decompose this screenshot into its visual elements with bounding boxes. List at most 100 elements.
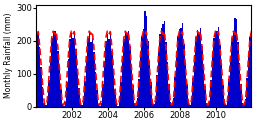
Bar xyxy=(169,102,170,107)
Bar xyxy=(154,97,155,107)
Bar xyxy=(91,38,93,107)
Bar xyxy=(52,31,54,107)
Bar xyxy=(111,51,112,107)
Bar xyxy=(75,49,76,107)
Bar xyxy=(239,84,241,107)
Bar xyxy=(123,39,124,107)
Y-axis label: Monthly Rainfall (mm): Monthly Rainfall (mm) xyxy=(4,13,13,98)
Bar xyxy=(208,101,209,107)
Bar xyxy=(199,28,200,107)
Bar xyxy=(48,80,49,107)
Bar xyxy=(81,105,82,107)
Bar xyxy=(70,33,72,107)
Bar xyxy=(42,87,43,107)
Bar xyxy=(127,31,129,107)
Bar xyxy=(245,78,247,107)
Bar xyxy=(39,47,40,107)
Bar xyxy=(207,105,208,107)
Bar xyxy=(78,88,79,107)
Bar xyxy=(197,33,199,107)
Bar xyxy=(221,85,223,107)
Bar xyxy=(88,32,90,107)
Bar xyxy=(247,55,248,107)
Bar xyxy=(148,61,150,107)
Bar xyxy=(151,102,153,107)
Bar xyxy=(55,36,57,107)
Bar xyxy=(205,103,207,107)
Bar xyxy=(233,18,235,107)
Bar xyxy=(157,52,158,107)
Bar xyxy=(121,59,123,107)
Bar xyxy=(97,104,99,107)
Bar xyxy=(251,41,253,107)
Bar xyxy=(37,34,39,107)
Bar xyxy=(185,84,187,107)
Bar xyxy=(105,41,106,107)
Bar xyxy=(170,104,172,107)
Bar xyxy=(99,106,100,107)
Bar xyxy=(66,82,67,107)
Bar xyxy=(103,61,105,107)
Bar xyxy=(73,33,75,107)
Bar xyxy=(200,46,202,107)
Bar xyxy=(138,79,139,107)
Bar xyxy=(253,36,254,107)
Bar xyxy=(244,99,245,107)
Bar xyxy=(175,54,177,107)
Bar xyxy=(76,69,78,107)
Bar xyxy=(194,37,196,107)
Bar xyxy=(84,81,85,107)
Bar xyxy=(132,85,133,107)
Bar xyxy=(242,105,244,107)
Bar xyxy=(180,28,181,107)
Bar xyxy=(90,42,91,107)
Bar xyxy=(93,52,94,107)
Bar xyxy=(133,103,135,107)
Bar xyxy=(63,106,64,107)
Bar xyxy=(60,89,61,107)
Bar xyxy=(211,57,212,107)
Bar xyxy=(139,56,140,107)
Bar xyxy=(106,34,108,107)
Bar xyxy=(232,31,233,107)
Bar xyxy=(64,102,66,107)
Bar xyxy=(135,105,136,107)
Bar xyxy=(166,62,167,107)
Bar xyxy=(224,105,226,107)
Bar xyxy=(177,36,178,107)
Bar xyxy=(67,59,69,107)
Bar xyxy=(250,30,251,107)
Bar xyxy=(72,38,73,107)
Bar xyxy=(203,86,205,107)
Bar xyxy=(87,38,88,107)
Bar xyxy=(45,105,46,107)
Bar xyxy=(129,46,130,107)
Bar xyxy=(145,16,147,107)
Bar xyxy=(248,37,250,107)
Bar xyxy=(184,64,185,107)
Bar xyxy=(61,104,63,107)
Bar xyxy=(187,103,188,107)
Bar xyxy=(114,89,115,107)
Bar xyxy=(182,44,184,107)
Bar xyxy=(117,106,118,107)
Bar xyxy=(96,90,97,107)
Bar xyxy=(218,45,220,107)
Bar xyxy=(209,80,211,107)
Bar xyxy=(85,58,87,107)
Bar xyxy=(115,104,117,107)
Bar xyxy=(109,34,111,107)
Bar xyxy=(43,103,45,107)
Bar xyxy=(229,56,230,107)
Bar xyxy=(46,100,48,107)
Bar xyxy=(167,84,169,107)
Bar xyxy=(150,82,151,107)
Bar xyxy=(147,41,148,107)
Bar xyxy=(202,65,203,107)
Bar xyxy=(136,98,138,107)
Bar xyxy=(217,27,218,107)
Bar xyxy=(49,57,51,107)
Bar xyxy=(230,38,232,107)
Bar xyxy=(178,29,180,107)
Bar xyxy=(108,39,109,107)
